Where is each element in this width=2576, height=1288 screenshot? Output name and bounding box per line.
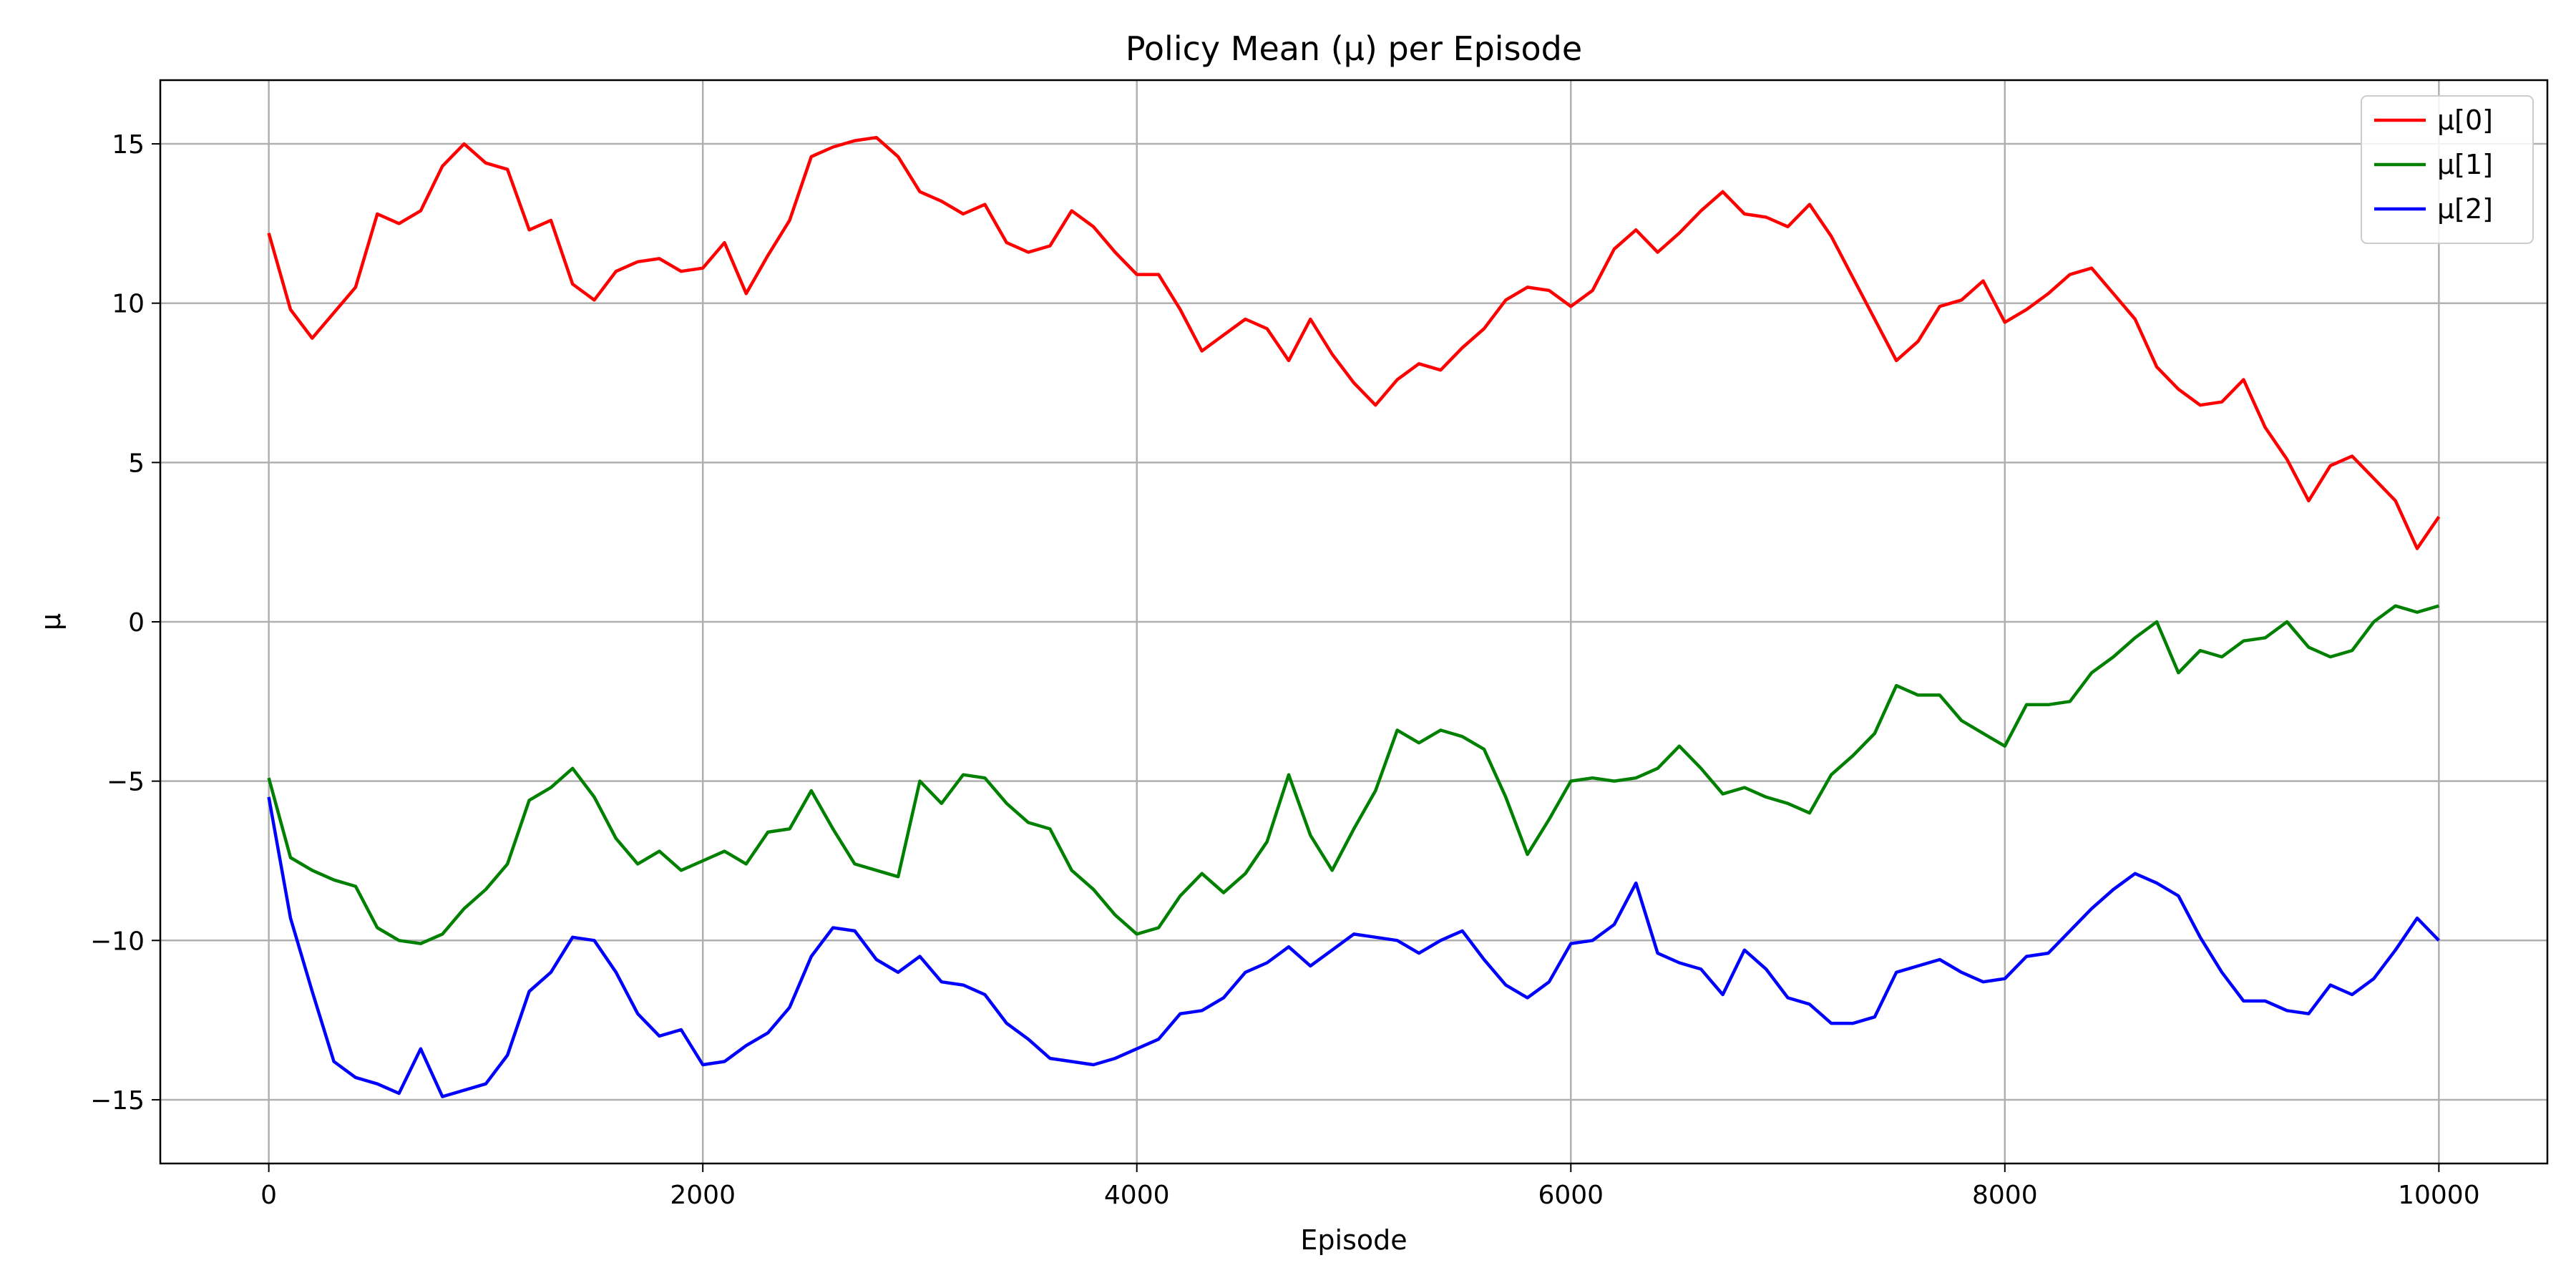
y-tick-label: −10 xyxy=(90,927,145,956)
series-line-2 xyxy=(267,796,2441,1098)
legend-label-0: μ[0] xyxy=(2437,104,2493,136)
x-tick-label: 0 xyxy=(260,1181,277,1210)
y-tick-label: −15 xyxy=(90,1086,145,1116)
x-axis-label: Episode xyxy=(1300,1224,1407,1256)
y-axis-label: μ xyxy=(35,613,67,630)
chart-title: Policy Mean (μ) per Episode xyxy=(1126,29,1582,68)
legend-items: μ[0] μ[1] μ[2] xyxy=(2374,104,2493,225)
y-tick-label: 5 xyxy=(128,449,145,478)
legend-label-2: μ[2] xyxy=(2437,193,2493,225)
legend: μ[0] μ[1] μ[2] xyxy=(2361,95,2534,244)
y-tick-label: 10 xyxy=(112,290,145,319)
x-axis: 0 2000 4000 6000 8000 10000 xyxy=(260,1163,2480,1210)
x-tick-label: 4000 xyxy=(1104,1181,1170,1210)
series-line-1 xyxy=(267,604,2440,945)
y-tick-label: −5 xyxy=(107,768,145,797)
series-line-0 xyxy=(267,135,2441,550)
x-tick-label: 8000 xyxy=(1972,1181,2038,1210)
x-tick-label: 2000 xyxy=(670,1181,736,1210)
grid xyxy=(160,80,2547,1163)
x-tick-label: 10000 xyxy=(2398,1181,2480,1210)
y-axis: −15 −10 −5 0 5 10 15 xyxy=(90,130,160,1116)
series-lines xyxy=(267,135,2441,1098)
x-tick-label: 6000 xyxy=(1538,1181,1604,1210)
legend-box xyxy=(2361,95,2534,244)
legend-label-1: μ[1] xyxy=(2437,149,2493,180)
y-tick-label: 0 xyxy=(128,608,145,638)
y-tick-label: 15 xyxy=(112,130,145,160)
